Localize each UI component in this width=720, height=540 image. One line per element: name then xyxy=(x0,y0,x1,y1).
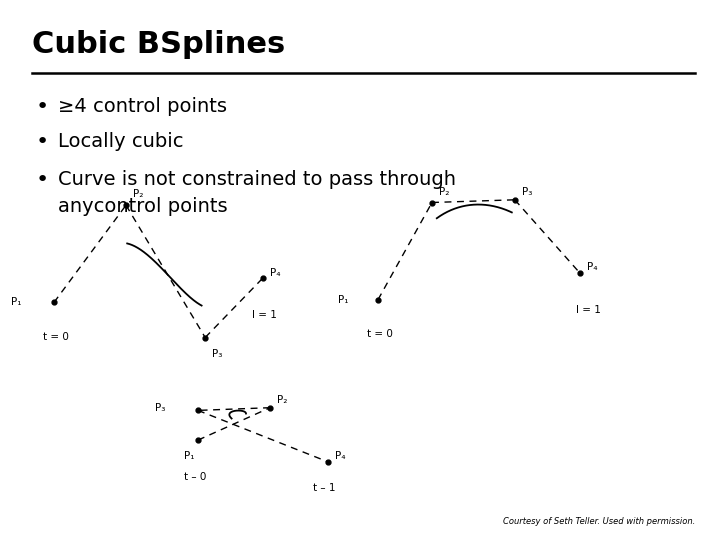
Text: Locally cubic: Locally cubic xyxy=(58,132,183,151)
Text: t = 0: t = 0 xyxy=(43,332,69,342)
Text: t – 1: t – 1 xyxy=(313,483,336,494)
Text: P₁: P₁ xyxy=(11,298,22,307)
Text: P₂: P₂ xyxy=(133,190,143,199)
Text: P₄: P₄ xyxy=(270,268,281,278)
Text: P₄: P₄ xyxy=(587,262,598,272)
Text: ≥4 control points: ≥4 control points xyxy=(58,97,227,116)
Text: t – 0: t – 0 xyxy=(184,472,206,483)
Text: •: • xyxy=(36,132,49,152)
Text: Curve is not constrained to pass through: Curve is not constrained to pass through xyxy=(58,170,456,189)
Text: P₂: P₂ xyxy=(277,395,287,404)
Text: t = 0: t = 0 xyxy=(367,329,393,340)
Text: •: • xyxy=(36,97,49,117)
Text: P₃: P₃ xyxy=(155,403,165,413)
Text: P₂: P₂ xyxy=(439,187,449,197)
Text: anycontrol points: anycontrol points xyxy=(58,197,228,216)
Text: P₁: P₁ xyxy=(184,451,194,461)
Text: Courtesy of Seth Teller. Used with permission.: Courtesy of Seth Teller. Used with permi… xyxy=(503,517,695,526)
Text: l = 1: l = 1 xyxy=(576,305,601,315)
Text: l = 1: l = 1 xyxy=(252,310,277,321)
Text: P₁: P₁ xyxy=(338,295,349,305)
Text: •: • xyxy=(36,170,49,190)
Text: Cubic BSplines: Cubic BSplines xyxy=(32,30,286,59)
Text: P₄: P₄ xyxy=(335,451,346,461)
Text: P₃: P₃ xyxy=(522,187,532,197)
Text: P₃: P₃ xyxy=(212,349,222,359)
